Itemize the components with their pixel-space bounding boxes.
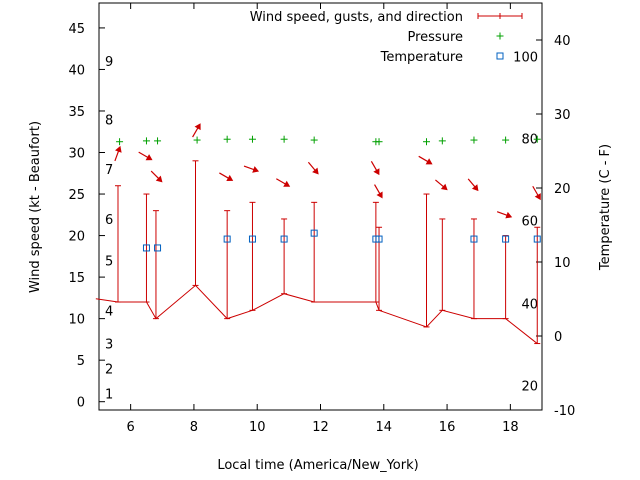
wind-direction-arrow [114, 145, 122, 162]
y-tick-label-left: 10 [68, 313, 85, 328]
x-axis-label: Local time (America/New_York) [217, 458, 418, 473]
arrow-head [312, 167, 319, 175]
legend-swatch [496, 52, 504, 60]
legend-label: Wind speed, gusts, and direction [250, 10, 463, 25]
wind-direction-arrow [276, 178, 291, 187]
temperature-point [375, 235, 383, 243]
plot-frame [98, 2, 543, 411]
arrow-head [425, 158, 433, 165]
x-tick-label: 16 [439, 420, 456, 435]
wind-direction-arrow [192, 123, 201, 138]
y-axis-label-right: Temperature (C - F) [598, 144, 613, 271]
fahrenheit-label: 40 [521, 297, 538, 312]
ticks-layer: 6 8 10 12 14 16 18051015202530354045-100102030… [68, 3, 575, 435]
temperature-point [533, 235, 541, 243]
temperature-point [223, 235, 231, 243]
y-tick-label-right: 30 [554, 108, 571, 123]
wind-direction-arrow [435, 179, 448, 191]
wind-direction-arrow [374, 184, 383, 199]
y-tick-label-right: 10 [554, 256, 571, 271]
beaufort-label: 5 [105, 254, 113, 269]
arrow-head [194, 123, 201, 131]
temperature-point [154, 244, 162, 252]
series-layer [95, 123, 541, 345]
arrow-head [505, 211, 513, 219]
arrow-head [145, 154, 153, 161]
temperature-point [142, 244, 150, 252]
wind-direction-arrow [370, 161, 380, 176]
fahrenheit-label: 20 [521, 380, 538, 395]
arrow-head [155, 175, 163, 183]
y-axis-label-left: Wind speed (kt - Beaufort) [28, 121, 43, 293]
temperature-point [470, 235, 478, 243]
wind-direction-arrow [532, 185, 541, 201]
temperature-point [310, 229, 318, 237]
legend-label: Temperature [380, 50, 463, 65]
arrow-head [373, 168, 380, 176]
y-tick-label-left: 40 [68, 63, 85, 78]
arrow-head [376, 191, 383, 199]
y-tick-label-left: 5 [77, 354, 85, 369]
x-tick-label: 18 [502, 420, 519, 435]
beaufort-label: 6 [105, 213, 113, 228]
y-tick-label-left: 25 [68, 188, 85, 203]
legend: Wind speed, gusts, and direction Pressure… [250, 10, 523, 65]
x-tick-label: 10 [249, 420, 266, 435]
beaufort-label: 9 [105, 55, 113, 70]
wind-direction-arrow [138, 151, 153, 161]
arrow-head [534, 193, 541, 201]
arrow-head [440, 183, 448, 191]
y-tick-label-left: 15 [68, 271, 85, 286]
y-tick-label-right: 40 [554, 34, 571, 49]
wind-direction-arrow [418, 155, 433, 165]
x-tick-label: 14 [376, 420, 393, 435]
wind-direction-arrow [150, 170, 163, 183]
y-tick-label-right: -10 [554, 404, 575, 419]
wind-speed-line [95, 284, 538, 344]
arrow-head [283, 180, 291, 187]
x-tick-label: 8 [190, 420, 198, 435]
arrow-head [226, 174, 234, 181]
fahrenheit-label: 80 [521, 132, 538, 147]
x-tick-label: 12 [312, 420, 329, 435]
y-tick-label-right: 0 [554, 330, 562, 345]
beaufort-label: 2 [105, 362, 113, 377]
y-tick-label-left: 35 [68, 105, 85, 120]
wind-direction-arrow [467, 178, 479, 192]
beaufort-label: 3 [105, 338, 113, 353]
temperature-point [248, 235, 256, 243]
legend-label: Pressure [407, 30, 463, 45]
fahrenheit-label: 60 [521, 215, 538, 230]
wind-direction-arrow [307, 161, 319, 175]
arrow-head [252, 166, 260, 173]
y-tick-label-left: 0 [77, 396, 85, 411]
wind-direction-arrow [219, 172, 234, 181]
wind-direction-arrow [243, 165, 260, 173]
y-tick-label-right: 20 [554, 182, 571, 197]
wind-direction-arrow [496, 211, 513, 219]
beaufort-label: 4 [105, 304, 113, 319]
beaufort-label: 1 [105, 387, 113, 402]
arrow-head [471, 184, 479, 192]
arrow-head [115, 145, 122, 153]
beaufort-label: 7 [105, 163, 113, 178]
y-tick-label-left: 20 [68, 230, 85, 245]
y-tick-label-left: 45 [68, 22, 85, 37]
x-tick-label: 6 [127, 420, 135, 435]
temperature-point [502, 235, 510, 243]
temperature-point [280, 235, 288, 243]
beaufort-label: 8 [105, 113, 113, 128]
fahrenheit-label: 100 [513, 50, 538, 65]
y-tick-label-left: 30 [68, 147, 85, 162]
